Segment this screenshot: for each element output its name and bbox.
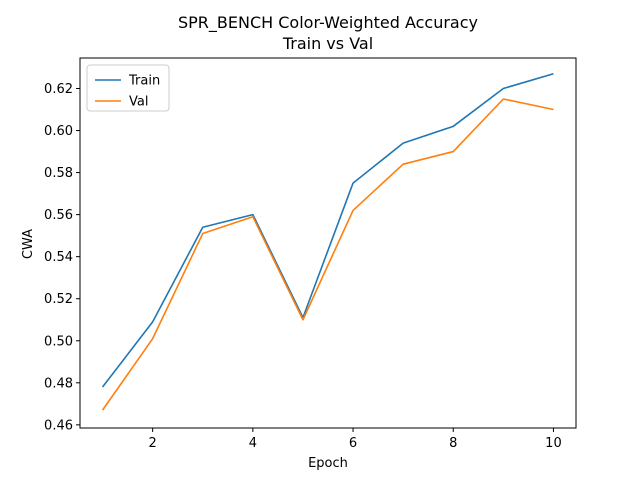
series-lines xyxy=(101,72,554,411)
x-axis-label: Epoch xyxy=(308,456,348,471)
y-tick-label: 0.52 xyxy=(44,292,73,307)
series-line-val xyxy=(101,98,554,411)
chart-subtitle: Train vs Val xyxy=(282,34,373,53)
y-tick-label: 0.60 xyxy=(44,124,73,139)
legend-label-train: Train xyxy=(128,74,160,89)
x-tick-label: 6 xyxy=(349,436,357,451)
x-axis: 2 4 6 8 10 xyxy=(149,428,562,451)
x-tick-label: 2 xyxy=(149,436,157,451)
y-tick-label: 0.50 xyxy=(44,334,73,349)
chart-title: SPR_BENCH Color-Weighted Accuracy xyxy=(178,13,478,33)
series-line-train xyxy=(101,72,554,388)
y-tick-label: 0.48 xyxy=(44,376,73,391)
y-tick-label: 0.54 xyxy=(44,250,73,265)
legend-box xyxy=(86,64,170,112)
y-axis: 0.46 0.48 0.50 0.52 0.54 0.56 0.58 0.60 0.62 xyxy=(44,82,80,433)
plot-area xyxy=(79,57,577,429)
plot-frame xyxy=(79,57,577,429)
y-tick-label: 0.46 xyxy=(44,418,73,433)
y-tick-label: 0.58 xyxy=(44,166,73,181)
y-tick-label: 0.56 xyxy=(44,208,73,223)
legend: Train Val xyxy=(86,64,170,112)
x-tick-label: 10 xyxy=(545,436,562,451)
y-axis-label: CWA xyxy=(21,229,36,259)
x-tick-label: 8 xyxy=(449,436,457,451)
legend-label-val: Val xyxy=(129,95,148,110)
y-tick-label: 0.62 xyxy=(44,82,73,97)
x-tick-label: 4 xyxy=(249,436,257,451)
